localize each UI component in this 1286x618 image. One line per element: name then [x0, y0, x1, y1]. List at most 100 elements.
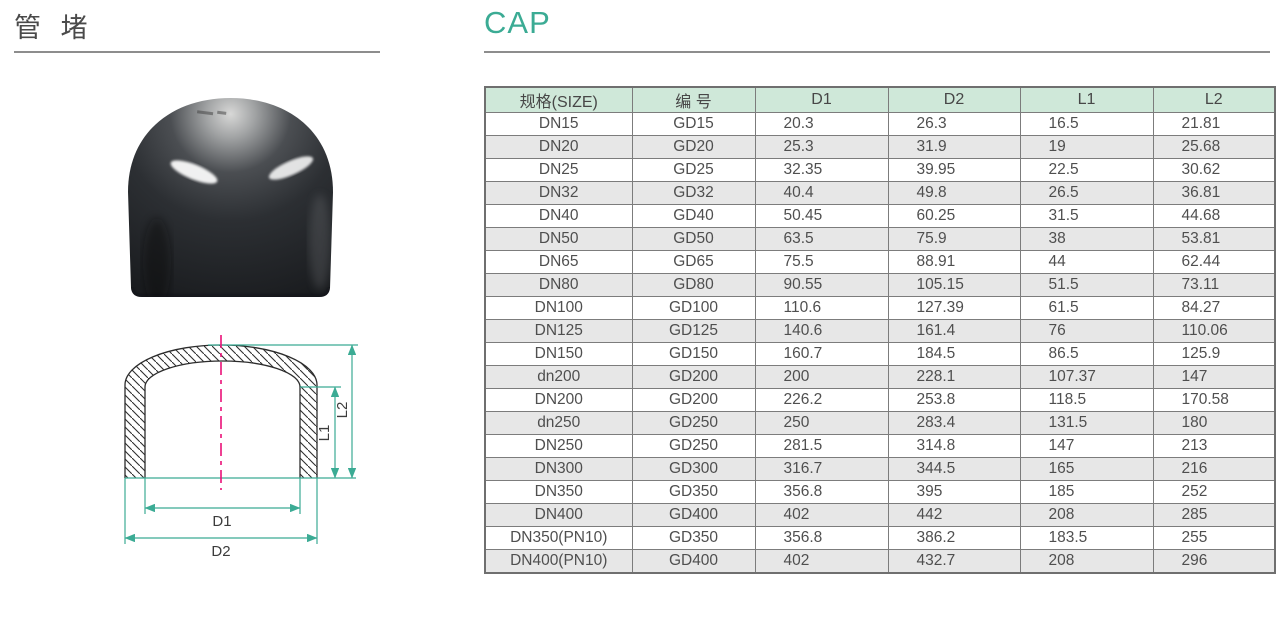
dimension-cell: 40.4 [754, 181, 889, 205]
dimension-cell: 110.06 [1152, 319, 1276, 343]
code-cell: GD150 [631, 342, 756, 366]
size-cell: DN250 [484, 434, 633, 458]
dimension-cell: 86.5 [1019, 342, 1154, 366]
dimension-cell: 44.68 [1152, 204, 1276, 228]
code-cell: GD25 [631, 158, 756, 182]
dimension-cell: 250 [754, 411, 889, 435]
dimension-cell: 170.58 [1152, 388, 1276, 412]
size-cell: DN20 [484, 135, 633, 159]
dimension-cell: 208 [1019, 503, 1154, 527]
dimension-cell: 208 [1019, 549, 1154, 573]
size-cell: DN350 [484, 480, 633, 504]
dimension-cell: 252 [1152, 480, 1276, 504]
code-cell: GD200 [631, 365, 756, 389]
dimension-cell: 432.7 [887, 549, 1021, 573]
dimension-cell: 88.91 [887, 250, 1021, 274]
dimension-cell: 226.2 [754, 388, 889, 412]
size-cell: DN50 [484, 227, 633, 251]
dimension-cell: 75.5 [754, 250, 889, 274]
dimension-lines [124, 344, 358, 544]
cap-highlight-left [170, 160, 218, 184]
code-cell: GD125 [631, 319, 756, 343]
table-row: DN350 GD350 356.8 395 185 252 [484, 480, 1276, 504]
dimension-cell: 90.55 [754, 273, 889, 297]
code-cell: GD15 [631, 112, 756, 136]
table-row: DN32 GD32 40.4 49.8 26.5 36.81 [484, 181, 1276, 205]
size-cell: dn200 [484, 365, 633, 389]
dimension-cell: 386.2 [887, 526, 1021, 550]
code-cell: GD250 [631, 411, 756, 435]
size-cell: DN150 [484, 342, 633, 366]
dimension-cell: 107.37 [1019, 365, 1154, 389]
size-cell: DN65 [484, 250, 633, 274]
dimension-cell: 402 [754, 549, 889, 573]
table-row: DN150 GD150 160.7 184.5 86.5 125.9 [484, 342, 1276, 366]
dimension-cell: 25.3 [754, 135, 889, 159]
dimension-cell: 30.62 [1152, 158, 1276, 182]
size-cell: DN200 [484, 388, 633, 412]
dimension-cell: 31.5 [1019, 204, 1154, 228]
dimension-cell: 110.6 [754, 296, 889, 320]
dimension-cell: 131.5 [1019, 411, 1154, 435]
dimension-cell: 60.25 [887, 204, 1021, 228]
dimension-cell: 296 [1152, 549, 1276, 573]
dimension-cell: 165 [1019, 457, 1154, 481]
dimension-cell: 76 [1019, 319, 1154, 343]
dimension-cell: 73.11 [1152, 273, 1276, 297]
code-cell: GD400 [631, 549, 756, 573]
dimension-cell: 395 [887, 480, 1021, 504]
dimension-cell: 62.44 [1152, 250, 1276, 274]
dimension-cell: 31.9 [887, 135, 1021, 159]
dimension-cell: 39.95 [887, 158, 1021, 182]
table-row: DN350(PN10) GD350 356.8 386.2 183.5 255 [484, 526, 1276, 550]
dimension-cell: 253.8 [887, 388, 1021, 412]
dimension-cell: 285 [1152, 503, 1276, 527]
dimension-cell: 402 [754, 503, 889, 527]
size-cell: DN400 [484, 503, 633, 527]
dimension-drawing: D1 D2 L1 L2 [124, 335, 358, 560]
dimension-cell: 213 [1152, 434, 1276, 458]
cap-shadow-left [143, 218, 171, 297]
table-row: DN25 GD25 32.35 39.95 22.5 30.62 [484, 158, 1276, 182]
dimension-cell: 84.27 [1152, 296, 1276, 320]
cap-highlight-right [268, 156, 314, 180]
divider-right [484, 51, 1270, 53]
dimension-cell: 53.81 [1152, 227, 1276, 251]
code-cell: GD40 [631, 204, 756, 228]
size-cell: DN15 [484, 112, 633, 136]
product-photo-cap [128, 98, 333, 297]
table-row: DN100 GD100 110.6 127.39 61.5 84.27 [484, 296, 1276, 320]
dimension-cell: 16.5 [1019, 112, 1154, 136]
dimension-cell: 356.8 [754, 480, 889, 504]
size-cell: DN40 [484, 204, 633, 228]
table-row: DN200 GD200 226.2 253.8 118.5 170.58 [484, 388, 1276, 412]
table-row: DN400(PN10) GD400 402 432.7 208 296 [484, 549, 1276, 573]
dimension-cell: 147 [1019, 434, 1154, 458]
code-cell: GD300 [631, 457, 756, 481]
code-cell: GD400 [631, 503, 756, 527]
table-row: DN50 GD50 63.5 75.9 38 53.81 [484, 227, 1276, 251]
code-cell: GD250 [631, 434, 756, 458]
size-cell: DN300 [484, 457, 633, 481]
table-row: DN125 GD125 140.6 161.4 76 110.06 [484, 319, 1276, 343]
table-header-row: 规格(SIZE) 编 号 D1 D2 L1 L2 [484, 86, 1276, 113]
size-cell: DN350(PN10) [484, 526, 633, 550]
dimension-cell: 140.6 [754, 319, 889, 343]
dimension-cell: 344.5 [887, 457, 1021, 481]
dimension-cell: 228.1 [887, 365, 1021, 389]
code-cell: GD50 [631, 227, 756, 251]
dimension-cell: 180 [1152, 411, 1276, 435]
dimension-cell: 38 [1019, 227, 1154, 251]
code-cell: GD32 [631, 181, 756, 205]
dim-label-d2: D2 [211, 543, 230, 560]
dimension-cell: 316.7 [754, 457, 889, 481]
size-cell: DN80 [484, 273, 633, 297]
code-cell: GD350 [631, 480, 756, 504]
dimension-cell: 161.4 [887, 319, 1021, 343]
dimension-cell: 26.3 [887, 112, 1021, 136]
table-row: DN65 GD65 75.5 88.91 44 62.44 [484, 250, 1276, 274]
dimension-cell: 183.5 [1019, 526, 1154, 550]
dimension-cell: 184.5 [887, 342, 1021, 366]
cap-sheen-right [309, 194, 331, 290]
